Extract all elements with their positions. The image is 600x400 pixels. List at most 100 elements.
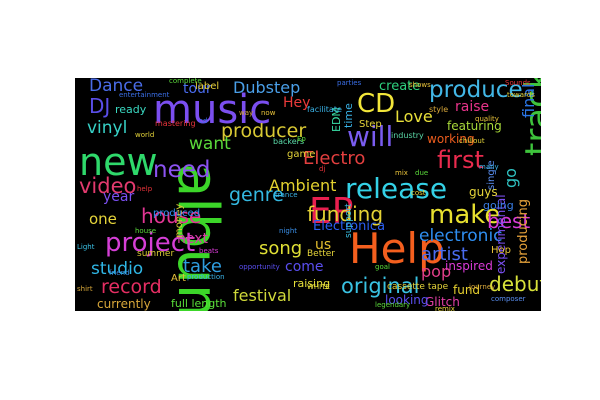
word: Sounds [505,79,531,87]
word: song [259,238,303,259]
word: artist [421,244,468,265]
word: video [79,174,137,198]
word: year [103,189,135,205]
word: producer [221,120,307,142]
word: shirt [77,285,93,293]
word: entertainment [119,91,170,99]
word: inspired [445,259,493,273]
word: next [177,231,209,247]
word: EP [309,191,354,232]
word: take [183,256,222,277]
word: funding [307,202,384,226]
word: friend [109,269,130,277]
word: Dance [89,78,144,96]
word: record [101,276,162,298]
word: facilitate [307,105,342,114]
word: CD [357,89,396,119]
word: support [344,203,354,238]
word: game [287,149,316,160]
word: opportunity [239,263,280,271]
word: complete [169,78,202,85]
word: debut [489,272,541,296]
word: working [427,132,475,146]
word: Step [359,119,382,130]
word: tour [183,81,212,97]
word: pop [421,262,452,281]
word: many [479,163,499,171]
word: production [187,273,225,281]
word: best [487,209,531,233]
word: night [279,227,298,235]
word: Help [349,224,445,273]
word: original [341,274,420,298]
word: first [437,146,484,174]
word: raising [293,277,331,290]
word: journey [469,283,496,291]
word-cloud: album music new Help release track EP pr… [75,78,541,311]
word: world [135,131,155,139]
word: ready [115,103,147,116]
word: Glitch [425,295,460,309]
word: project [105,228,196,258]
word: Better [307,249,336,259]
word: label [195,81,220,92]
word: Ambient [269,176,337,195]
word: featuring [447,119,502,133]
word: time [342,103,355,128]
word: summer [137,249,175,259]
word: backers [273,137,305,146]
word: electronic [419,226,503,246]
word: chillout [459,137,485,145]
word: now [261,109,276,117]
word: studio [91,259,144,279]
word: goal [375,263,390,271]
word: Hop [491,245,511,256]
word: will [347,120,394,153]
word: trance [275,191,298,199]
word: Light [77,243,95,251]
word: style [429,105,449,114]
word: Hey [283,95,311,111]
word: dj [319,165,326,173]
word: release [345,172,448,205]
word: cd [199,117,208,125]
word: Electro [303,148,366,169]
word: shows [409,81,431,89]
word: composer [491,295,526,303]
word: industry [391,131,424,140]
word: WHITE [307,283,330,291]
word: Dubstep [233,78,301,97]
word: one [89,210,117,228]
word: cost [411,189,426,197]
word: help [137,185,153,193]
word: go [501,168,520,188]
word: DJ [89,94,111,118]
word: vinyl [87,118,128,138]
word: quality [475,115,499,123]
word: mastering [155,119,196,128]
word: Electronica [313,219,386,234]
word: looking [385,293,429,307]
word: mix [395,169,408,177]
word: music [153,87,272,133]
word: currently [97,297,151,311]
word: towards [507,91,535,99]
word: fund [453,283,481,297]
word: going [483,199,514,212]
word: raise [455,99,490,115]
word: producing [516,198,531,264]
word: way [239,109,254,117]
word: house [135,227,157,235]
word: final [519,83,538,118]
word: produced [153,208,201,219]
word: festival [233,286,292,305]
word: need [153,157,211,183]
word: Ep [297,135,306,143]
word: make [429,200,501,230]
word: new [79,140,158,184]
word: house [141,204,202,228]
word: come [285,259,324,275]
word: cassette tape [387,282,449,292]
word: want [189,134,231,154]
word: Love [395,107,433,126]
